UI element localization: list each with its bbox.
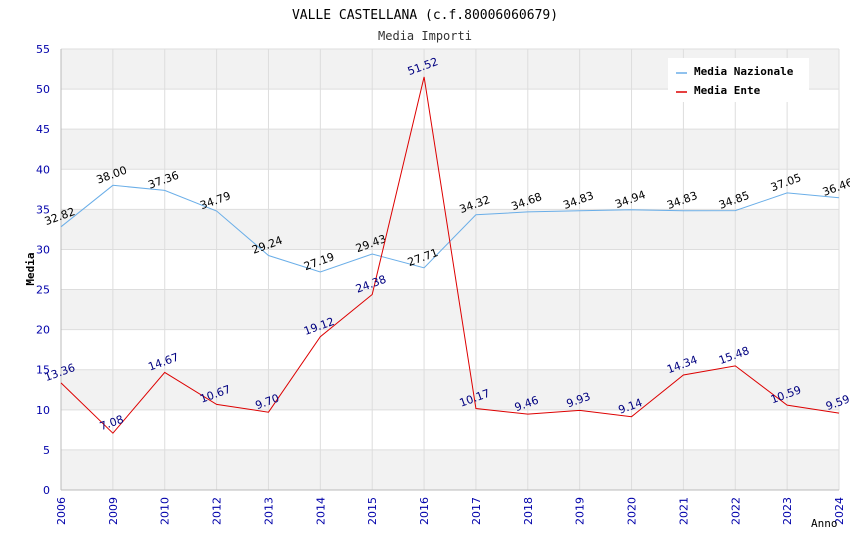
series-line-media-ente bbox=[60, 76, 840, 434]
y-axis-ticks: 0 5 10 15 20 25 30 35 40 45 50 55 bbox=[36, 43, 50, 497]
y-tick-label: 0 bbox=[43, 484, 50, 497]
y-tick-label: 50 bbox=[36, 83, 50, 96]
x-axis-label: Anno bbox=[811, 517, 838, 530]
axes bbox=[60, 49, 839, 491]
x-tick-label: 2019 bbox=[574, 497, 587, 525]
x-tick-label: 2017 bbox=[470, 497, 483, 525]
x-tick-label: 2006 bbox=[55, 497, 68, 525]
x-tick-label: 2016 bbox=[418, 497, 431, 525]
x-tick-label: 2014 bbox=[314, 497, 327, 525]
x-tick-label: 2020 bbox=[626, 497, 639, 525]
y-tick-label: 45 bbox=[36, 123, 50, 136]
grid-band bbox=[61, 289, 839, 330]
data-label-media-ente: 7.08 bbox=[98, 413, 125, 434]
x-tick-label: 2010 bbox=[159, 497, 172, 525]
chart-subtitle: Media Importi bbox=[378, 29, 472, 43]
y-tick-label: 20 bbox=[36, 324, 50, 337]
grid-band bbox=[61, 129, 839, 170]
y-tick-label: 10 bbox=[36, 404, 50, 417]
x-tick-label: 2015 bbox=[366, 497, 379, 525]
data-label-media-nazionale: 27.19 bbox=[302, 250, 336, 273]
data-label-media-nazionale: 34.94 bbox=[613, 188, 647, 211]
x-tick-label: 2022 bbox=[729, 497, 742, 525]
y-tick-label: 25 bbox=[36, 284, 50, 297]
x-tick-label: 2013 bbox=[262, 497, 275, 525]
data-label-media-nazionale: 36.46 bbox=[821, 176, 850, 199]
data-label-media-nazionale: 34.83 bbox=[561, 189, 595, 212]
data-label-media-nazionale: 34.83 bbox=[665, 189, 699, 212]
x-tick-label: 2021 bbox=[677, 497, 690, 525]
chart-title: VALLE CASTELLANA (c.f.80006060679) bbox=[292, 8, 558, 23]
x-tick-label: 2018 bbox=[522, 497, 535, 525]
x-tick-label: 2012 bbox=[211, 497, 224, 525]
y-tick-label: 5 bbox=[43, 444, 50, 457]
data-label-media-nazionale: 34.85 bbox=[717, 189, 751, 212]
data-label-media-nazionale: 34.79 bbox=[198, 189, 232, 212]
x-tick-label: 2023 bbox=[781, 497, 794, 525]
legend-label-media-nazionale: Media Nazionale bbox=[694, 65, 794, 78]
legend-label-media-ente: Media Ente bbox=[694, 84, 761, 97]
data-label-media-ente: 15.48 bbox=[717, 344, 751, 367]
data-label-media-nazionale: 37.36 bbox=[147, 169, 181, 192]
y-tick-label: 35 bbox=[36, 203, 50, 216]
grid-band bbox=[61, 369, 839, 410]
x-tick-label: 2024 bbox=[833, 497, 846, 525]
background-bands bbox=[61, 49, 839, 490]
y-tick-label: 30 bbox=[36, 243, 50, 256]
y-tick-label: 55 bbox=[36, 43, 50, 56]
data-label-media-nazionale: 37.05 bbox=[769, 171, 803, 194]
legend: Media Nazionale Media Ente bbox=[668, 58, 809, 102]
gridlines bbox=[60, 48, 840, 491]
x-axis-ticks: 2006 2009 2010 2012 2013 2014 2015 2016 2017 2018… bbox=[55, 497, 846, 525]
y-tick-label: 40 bbox=[36, 163, 50, 176]
y-tick-label: 15 bbox=[36, 364, 50, 377]
grid-band bbox=[61, 449, 839, 490]
legend-box bbox=[668, 58, 809, 102]
x-tick-label: 2009 bbox=[107, 497, 120, 525]
y-axis-label: Media bbox=[24, 252, 37, 285]
